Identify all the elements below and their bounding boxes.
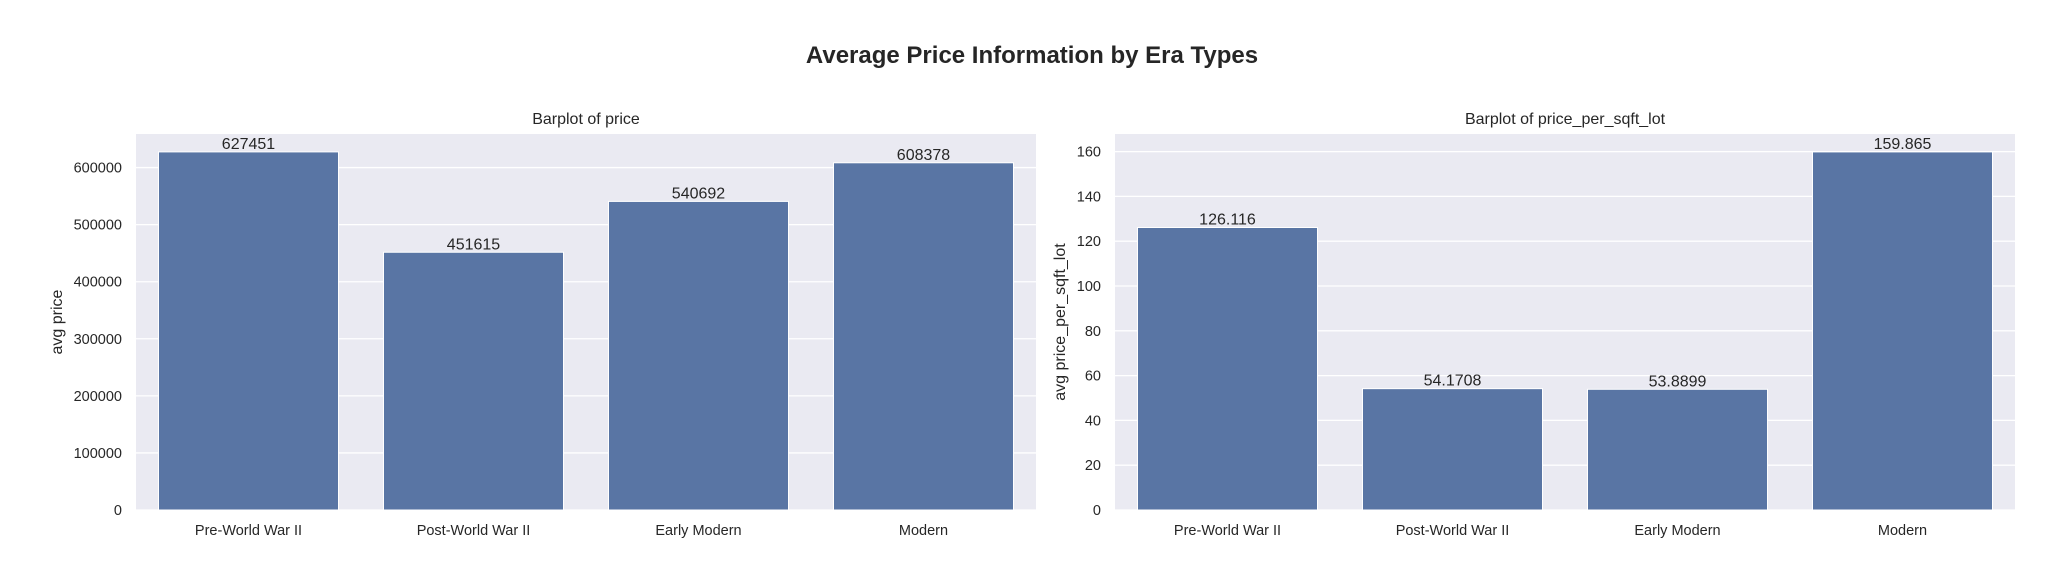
bar <box>158 151 339 511</box>
data-label: 627451 <box>222 136 275 153</box>
y-tick-label: 0 <box>1093 503 1101 519</box>
panel-title: Barplot of price <box>532 111 640 128</box>
data-label: 53.8899 <box>1649 373 1707 390</box>
x-tick-label: Modern <box>899 523 948 539</box>
figure-title: Average Price Information by Era Types <box>805 42 1259 69</box>
data-label: 451615 <box>447 236 500 253</box>
y-tick-label: 80 <box>1085 324 1101 340</box>
y-axis-label: avg price <box>49 289 66 354</box>
bar <box>1137 227 1318 511</box>
data-label: 159.865 <box>1874 136 1932 153</box>
y-tick-label: 100 <box>1077 279 1101 295</box>
panel-title: Barplot of price_per_sqft_lot <box>1465 111 1666 128</box>
y-tick-label: 60 <box>1085 369 1101 385</box>
y-tick-label: 200000 <box>74 389 122 405</box>
y-tick-label: 20 <box>1085 458 1101 474</box>
bar <box>383 251 564 511</box>
x-tick-label: Post-World War II <box>417 523 531 539</box>
data-label: 608378 <box>897 147 950 164</box>
y-tick-label: 140 <box>1077 189 1101 205</box>
data-label: 540692 <box>672 185 725 202</box>
x-tick-label: Pre-World War II <box>195 523 302 539</box>
y-tick-label: 500000 <box>74 218 122 234</box>
x-tick-label: Pre-World War II <box>1174 523 1281 539</box>
y-tick-label: 100000 <box>74 446 122 462</box>
y-tick-label: 40 <box>1085 413 1101 429</box>
x-tick-label: Early Modern <box>655 523 741 539</box>
bar <box>608 200 789 511</box>
y-tick-label: 600000 <box>74 161 122 177</box>
bar <box>1587 388 1768 511</box>
y-axis-label: avg price_per_sqft_lot <box>1052 243 1069 401</box>
y-tick-label: 400000 <box>74 275 122 291</box>
bar <box>833 162 1014 511</box>
y-tick-label: 0 <box>114 503 122 519</box>
data-label: 126.116 <box>1199 212 1256 229</box>
x-tick-label: Modern <box>1878 523 1927 539</box>
bar <box>1812 151 1993 511</box>
y-tick-label: 160 <box>1077 145 1101 161</box>
y-tick-label: 120 <box>1077 234 1101 250</box>
x-tick-label: Early Modern <box>1634 523 1720 539</box>
data-label: 54.1708 <box>1424 373 1482 390</box>
y-tick-label: 300000 <box>74 332 122 348</box>
x-tick-label: Post-World War II <box>1396 523 1510 539</box>
bar <box>1362 388 1543 511</box>
